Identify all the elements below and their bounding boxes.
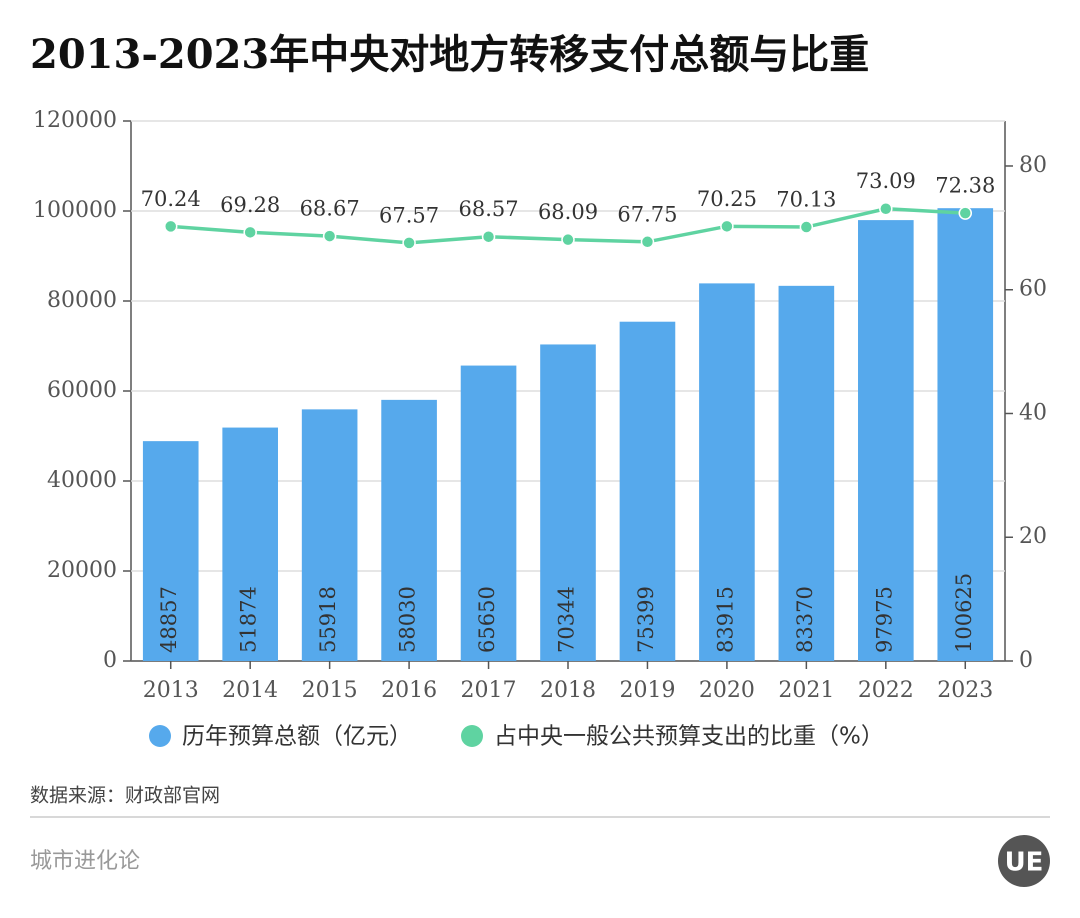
bar: [301, 409, 358, 661]
line-value-label: 70.24: [141, 187, 201, 211]
bar: [937, 208, 994, 661]
line-point: [879, 201, 893, 216]
x-tick-label: 2021: [778, 678, 834, 703]
line-point: [402, 236, 416, 250]
y-tick-label: 40000: [47, 468, 117, 493]
legend-marker: [149, 725, 171, 747]
x-tick-label: 2018: [540, 678, 596, 703]
y2-tick-label: 0: [1019, 648, 1033, 673]
line-value-label: 67.75: [617, 202, 677, 226]
x-tick-label: 2015: [302, 678, 358, 703]
y-tick-label: 0: [103, 648, 117, 673]
y-tick-label: 120000: [33, 108, 117, 133]
chart-title: 2013-2023年中央对地方转移支付总额与比重: [30, 31, 869, 78]
bar-value-label: 58030: [396, 586, 420, 653]
bar-value-label: 83915: [713, 586, 737, 653]
line-value-label: 73.09: [856, 169, 916, 193]
bar-value-label: 75399: [634, 586, 658, 653]
y-tick-label: 80000: [47, 288, 117, 313]
bar-value-label: 100625: [952, 573, 976, 653]
y2-tick-label: 80: [1019, 153, 1047, 178]
line-value-label: 69.28: [220, 193, 280, 217]
line-value-label: 67.57: [379, 203, 439, 227]
bar-value-label: 55918: [316, 586, 340, 653]
line-value-label: 70.13: [776, 188, 836, 212]
x-tick-label: 2017: [461, 678, 517, 703]
y-tick-label: 60000: [47, 378, 117, 403]
legend-label: 历年预算总额（亿元）: [182, 724, 412, 750]
bar: [858, 220, 914, 662]
bar: [142, 441, 199, 661]
bar-value-label: 65650: [475, 586, 499, 653]
line-point: [720, 219, 734, 234]
x-tick-label: 2014: [222, 678, 278, 703]
line-point: [561, 232, 575, 247]
x-tick-label: 2016: [381, 678, 437, 703]
y2-tick-label: 20: [1019, 524, 1047, 549]
line-point: [958, 206, 973, 220]
line-value-label: 68.09: [538, 200, 598, 224]
x-tick-label: 2019: [619, 678, 675, 703]
y-tick-label: 20000: [47, 558, 117, 583]
x-tick-label: 2013: [143, 678, 199, 703]
line-point: [322, 229, 337, 243]
line-value-label: 68.57: [458, 197, 518, 221]
source: 数据来源：财政部官网: [30, 785, 220, 807]
bar-value-label: 48857: [157, 586, 181, 653]
line-point: [640, 235, 655, 249]
bar: [778, 285, 835, 661]
y2-tick-label: 60: [1019, 277, 1047, 302]
x-tick-label: 2023: [937, 678, 993, 703]
logo: UE: [1005, 848, 1044, 878]
line-point: [481, 229, 496, 244]
x-tick-label: 2022: [858, 678, 914, 703]
bar: [222, 427, 278, 661]
bar: [460, 365, 517, 661]
line-value-label: 72.38: [935, 174, 995, 198]
bar: [619, 321, 676, 661]
bar-value-label: 70344: [555, 586, 579, 653]
line-value-label: 70.25: [697, 187, 757, 211]
y2-tick-label: 40: [1019, 400, 1047, 425]
legend-label: 占中央一般公共预算支出的比重（%）: [494, 724, 884, 750]
line-value-label: 68.67: [300, 197, 360, 221]
y-tick-label: 100000: [33, 198, 117, 223]
bar-value-label: 51874: [237, 586, 261, 653]
bar-value-label: 97975: [872, 586, 896, 653]
bar: [381, 399, 437, 661]
x-tick-label: 2020: [699, 678, 755, 703]
bar: [699, 283, 755, 661]
line-point: [163, 219, 178, 234]
bar-value-label: 83370: [793, 586, 817, 653]
legend-marker: [461, 725, 483, 747]
bar: [540, 344, 596, 661]
line-point: [799, 220, 814, 234]
line-point: [243, 225, 257, 240]
logo-circle: [998, 835, 1050, 887]
footer: 城市进化论: [30, 849, 140, 874]
